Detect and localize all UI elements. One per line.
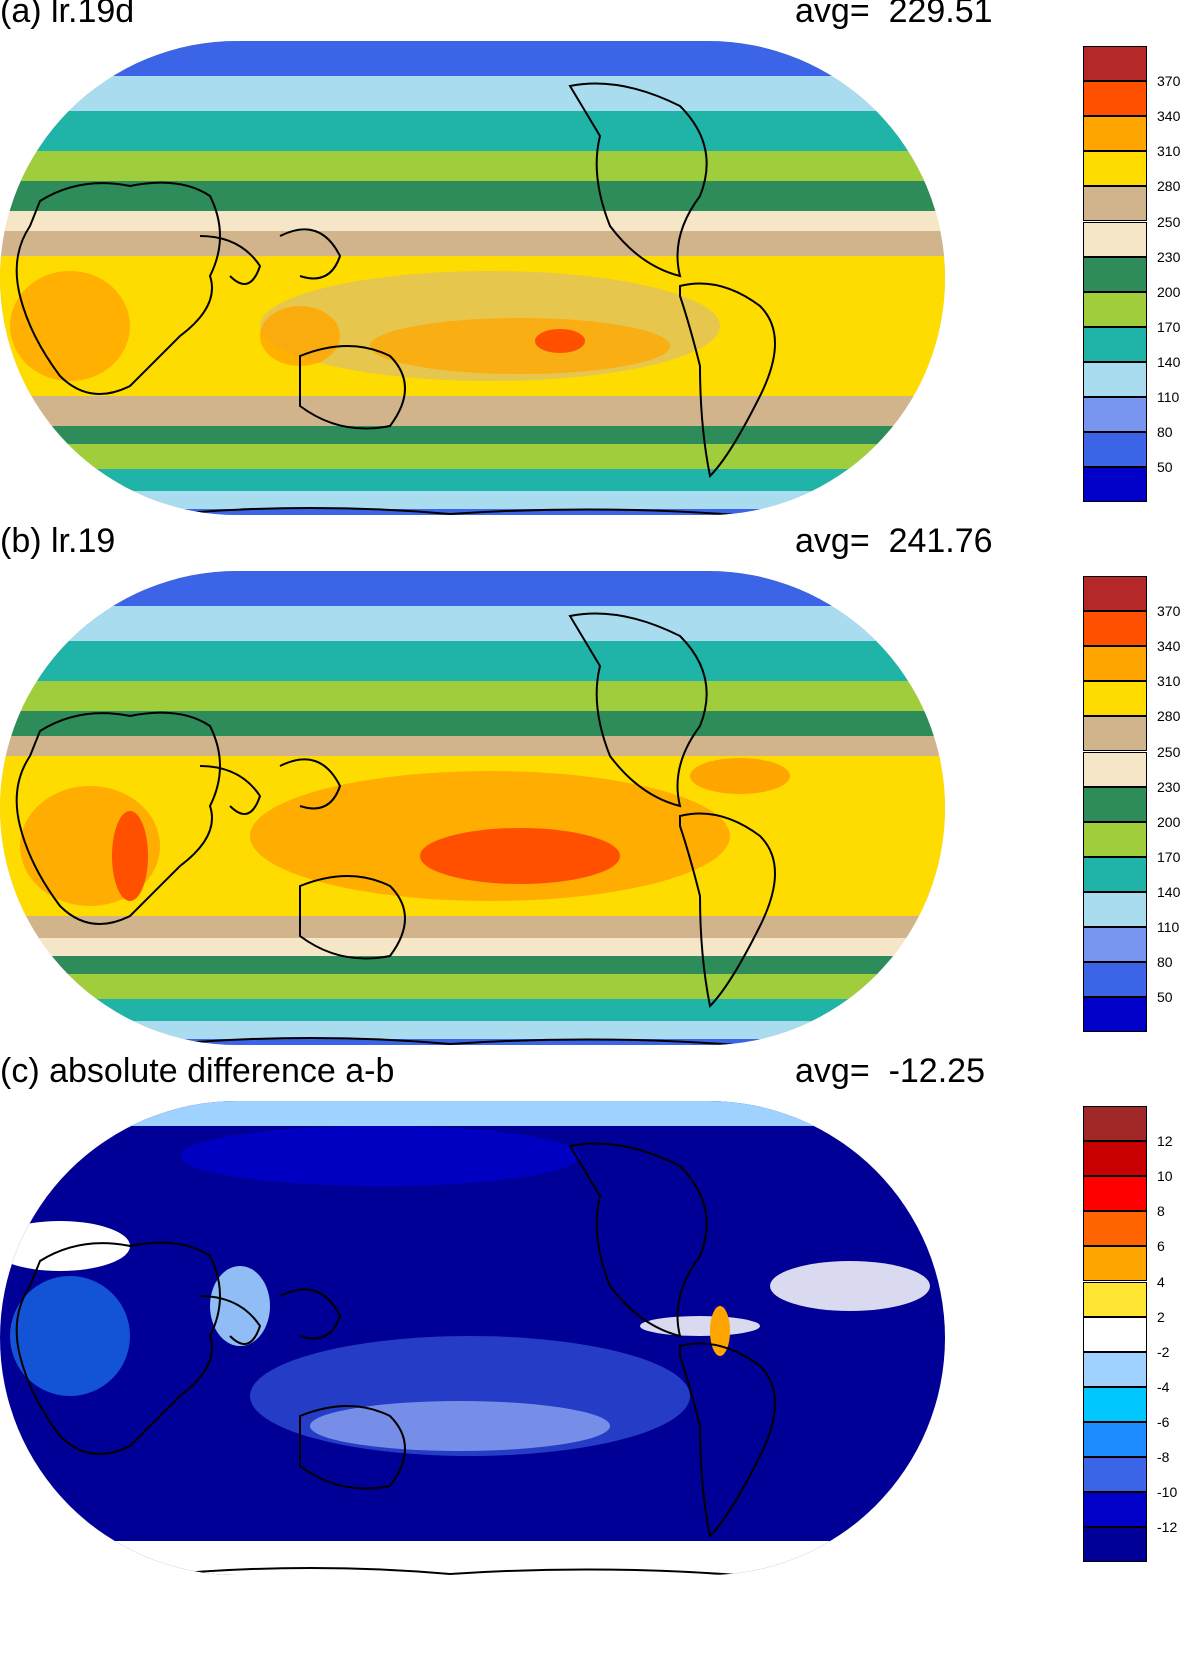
colorbar-tick-label: 170 [1157, 848, 1181, 865]
panel-c: (c) absolute difference a-b avg= -12.25 [0, 1052, 1188, 1620]
colorbar-tick-label: 340 [1157, 108, 1181, 125]
colorbar-swatch [1083, 1211, 1147, 1247]
colorbar-swatch [1083, 432, 1147, 468]
panel-title: (a) lr.19d [0, 0, 135, 30]
colorbar-swatch [1083, 891, 1147, 927]
colorbar-swatch [1083, 221, 1147, 257]
colorbar-swatch [1083, 821, 1147, 857]
colorbar-swatch [1083, 681, 1147, 717]
colorbar-tick-label: 310 [1157, 673, 1181, 690]
colorbar-swatch [1083, 1457, 1147, 1493]
colorbar-swatch [1083, 361, 1147, 397]
colorbar-tick-label: -8 [1157, 1449, 1170, 1465]
panel-average: avg= -12.25 [795, 1052, 985, 1090]
colorbar-tick-label: 8 [1157, 1203, 1165, 1220]
colorbar-swatch [1083, 467, 1147, 503]
colorbar-tick-label: 6 [1157, 1238, 1165, 1255]
panel-title: (c) absolute difference a-b [0, 1052, 395, 1090]
colorbar-tick-label: 50 [1157, 989, 1173, 1006]
colorbar-swatch [1083, 186, 1147, 222]
colorbar: -12 -10 -8 -6 -4 -2 2 4 6 8 10 12 [1083, 1106, 1188, 1563]
colorbar-swatch [1083, 716, 1147, 752]
colorbar-swatch [1083, 1386, 1147, 1422]
coastlines [15, 82, 776, 515]
colorbar-tick-label: -12 [1157, 1519, 1178, 1536]
panel-b: (b) lr.19 avg= 241.76 [0, 522, 1188, 1050]
colorbar-tick-label: 170 [1157, 318, 1181, 335]
colorbar-tick-label: 370 [1157, 603, 1181, 620]
colorbar-tick-label: 110 [1157, 919, 1180, 935]
world-map [0, 1101, 945, 1575]
colorbar-swatch [1083, 1176, 1147, 1212]
colorbar-tick-label: 10 [1157, 1168, 1173, 1185]
colorbar-tick-label: -6 [1157, 1413, 1170, 1430]
colorbar-tick-label: 370 [1157, 73, 1181, 90]
colorbar-tick-label: -2 [1157, 1343, 1170, 1360]
world-map [0, 41, 945, 515]
panel-average: avg= 241.76 [795, 522, 993, 560]
colorbar-swatch [1083, 1141, 1147, 1177]
colorbar-swatch [1083, 751, 1147, 787]
colorbar-tick-label: -10 [1157, 1484, 1178, 1501]
colorbar-swatch [1083, 1351, 1147, 1387]
colorbar-swatch [1083, 397, 1147, 433]
colorbar-swatch [1083, 576, 1147, 612]
colorbar-swatch [1083, 116, 1147, 152]
coastlines [15, 612, 776, 1045]
colorbar-tick-label: 250 [1157, 213, 1181, 230]
colorbar-tick-label: 50 [1157, 459, 1173, 476]
panel-title: (b) lr.19 [0, 522, 116, 560]
world-map [0, 571, 945, 1045]
colorbar-tick-label: 250 [1157, 743, 1181, 760]
colorbar-swatch [1083, 1281, 1147, 1317]
colorbar-tick-label: 80 [1157, 424, 1173, 441]
colorbar-swatch [1083, 46, 1147, 82]
colorbar-tick-label: -4 [1157, 1378, 1170, 1395]
colorbar-tick-label: 280 [1157, 178, 1181, 195]
colorbar-tick-label: 230 [1157, 778, 1181, 795]
colorbar-tick-label: 80 [1157, 954, 1173, 971]
colorbar-tick-label: 280 [1157, 708, 1181, 725]
colorbar-swatch [1083, 1316, 1147, 1352]
colorbar-swatch [1083, 1106, 1147, 1142]
panel-average: avg= 229.51 [795, 0, 993, 30]
colorbar-swatch [1083, 81, 1147, 117]
colorbar-swatch [1083, 856, 1147, 892]
colorbar-swatch [1083, 611, 1147, 647]
colorbar-swatch [1083, 1421, 1147, 1457]
colorbar-tick-label: 310 [1157, 143, 1181, 160]
band-north-polar [0, 41, 945, 76]
colorbar-swatch [1083, 962, 1147, 998]
colorbar-swatch [1083, 291, 1147, 327]
colorbar-tick-label: 110 [1157, 389, 1180, 405]
colorbar-tick-label: 200 [1157, 813, 1181, 830]
colorbar: 50 80 110 140 170 200 230 250 280 310 340 370 [1083, 46, 1188, 503]
panel-a: (a) lr.19d avg= 229.51 [0, 0, 1188, 520]
colorbar-tick-label: 2 [1157, 1308, 1165, 1325]
colorbar-swatch [1083, 997, 1147, 1033]
colorbar-swatch [1083, 1492, 1147, 1528]
colorbar-swatch [1083, 326, 1147, 362]
colorbar-swatch [1083, 927, 1147, 963]
colorbar-swatch [1083, 1246, 1147, 1282]
colorbar-tick-label: 200 [1157, 283, 1181, 300]
colorbar-tick-label: 12 [1157, 1133, 1173, 1150]
colorbar-swatch [1083, 256, 1147, 292]
colorbar: 50 80 110 140 170 200 230 250 280 310 340 370 [1083, 576, 1188, 1033]
coastlines [15, 1142, 776, 1575]
colorbar-swatch [1083, 151, 1147, 187]
colorbar-tick-label: 340 [1157, 638, 1181, 655]
colorbar-swatch [1083, 1527, 1147, 1563]
colorbar-tick-label: 140 [1157, 353, 1181, 370]
colorbar-swatch [1083, 646, 1147, 682]
colorbar-tick-label: 4 [1157, 1273, 1165, 1290]
colorbar-tick-label: 230 [1157, 248, 1181, 265]
colorbar-swatch [1083, 786, 1147, 822]
colorbar-tick-label: 140 [1157, 883, 1181, 900]
